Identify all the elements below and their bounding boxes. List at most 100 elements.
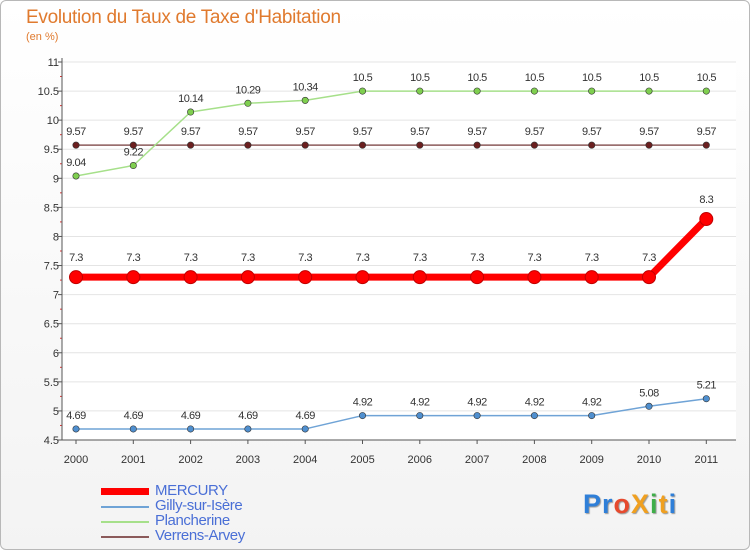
data-point	[187, 108, 195, 116]
data-point	[702, 395, 710, 403]
logo-letter: i	[668, 489, 678, 519]
data-label: 7.3	[356, 252, 370, 264]
data-point	[645, 87, 653, 95]
data-point	[702, 141, 710, 149]
series-mercury: 7.3 7.3 7.3 7.3 7.3 7.3 7.3 7.3 7.3 7.3 7.3 8.3	[69, 194, 714, 285]
data-point	[530, 412, 538, 420]
data-label: 10.5	[467, 72, 487, 84]
data-label: 9.57	[639, 126, 659, 138]
x-tick-label: 2008	[522, 454, 546, 466]
y-tick-label: 8.5	[44, 202, 59, 214]
data-point	[298, 270, 313, 285]
data-label: 4.92	[353, 397, 373, 409]
data-point	[129, 141, 137, 149]
data-label: 7.3	[642, 252, 656, 264]
data-label: 9.57	[181, 126, 201, 138]
data-label: 4.69	[66, 410, 86, 422]
data-point	[187, 141, 195, 149]
data-label: 9.04	[66, 157, 86, 169]
x-tick-label: 2003	[236, 454, 260, 466]
series-line	[76, 397, 707, 430]
logo-letter: r	[602, 489, 614, 519]
legend-label: Gilly-sur-Isère	[155, 497, 243, 514]
logo-letter: o	[613, 489, 632, 519]
y-tick-label: 10	[47, 115, 59, 127]
data-point	[240, 270, 255, 285]
x-tick-label: 2010	[637, 454, 661, 466]
data-label: 4.69	[124, 410, 144, 422]
data-label: 7.3	[298, 252, 312, 264]
y-tick-label: 7	[53, 290, 59, 302]
data-point	[584, 270, 599, 285]
logo-letter: t	[658, 489, 669, 519]
data-label: 9.57	[238, 126, 258, 138]
data-label: 4.69	[238, 410, 258, 422]
data-point	[126, 270, 141, 285]
x-tick-label: 2002	[178, 454, 202, 466]
data-point	[588, 87, 596, 95]
data-label: 10.5	[582, 72, 602, 84]
series-line	[75, 90, 707, 177]
data-point	[473, 141, 481, 149]
x-tick-label: 2004	[293, 454, 317, 466]
data-point	[588, 412, 596, 420]
data-point	[412, 270, 427, 285]
data-point	[588, 141, 596, 149]
y-tick-label: 9	[53, 173, 59, 185]
data-label: 7.3	[126, 252, 140, 264]
x-tick-label: 2005	[350, 454, 374, 466]
data-point	[72, 425, 80, 433]
data-point	[416, 141, 424, 149]
data-point	[699, 212, 714, 227]
data-point	[301, 96, 309, 104]
data-label: 10.5	[639, 72, 659, 84]
data-label: 4.69	[295, 410, 315, 422]
data-point	[244, 99, 252, 107]
legend-swatch	[101, 536, 149, 538]
data-label: 9.22	[124, 147, 144, 159]
line-chart: 4.5 5 5.5 6 6.5 7 7.5 8 8.5 9 9.5 10 10.5 11 2000 2001 2…	[38, 57, 736, 466]
data-label: 7.3	[184, 252, 198, 264]
data-point	[358, 87, 366, 95]
data-point	[129, 425, 137, 433]
plot-area	[62, 62, 736, 440]
data-label: 5.21	[697, 380, 717, 392]
y-tick-label: 5	[53, 406, 59, 418]
data-label: 9.57	[66, 126, 86, 138]
data-label: 4.92	[410, 397, 430, 409]
data-point	[301, 425, 309, 433]
proxiti-logo: ProXiti	[583, 489, 677, 520]
data-label: 10.29	[235, 84, 260, 96]
data-point	[470, 270, 485, 285]
data-point	[416, 87, 424, 95]
data-point	[416, 412, 424, 420]
data-label: 10.5	[410, 72, 430, 84]
y-tick-label: 9.5	[44, 144, 59, 156]
data-point	[358, 141, 366, 149]
y-tick-label: 11	[48, 57, 59, 69]
data-point	[530, 87, 538, 95]
legend-label: MERCURY	[155, 482, 228, 499]
data-label: 7.3	[585, 252, 599, 264]
data-label: 4.69	[181, 410, 201, 422]
x-tick-label: 2007	[465, 454, 489, 466]
legend-swatch	[101, 488, 149, 495]
data-label: 10.5	[697, 72, 717, 84]
data-point	[530, 141, 538, 149]
y-tick-label: 6.5	[44, 319, 59, 331]
data-label: 7.3	[241, 252, 255, 264]
series-plancherine: 9.04 9.22 10.14 10.29 10.34 10.5 10.5 10.5 10.5 1…	[66, 72, 717, 180]
data-label: 10.5	[353, 72, 373, 84]
data-point	[473, 412, 481, 420]
data-label: 9.57	[697, 126, 717, 138]
y-tick-label: 6	[53, 348, 59, 360]
data-point	[72, 172, 80, 180]
data-point	[645, 402, 653, 410]
data-label: 10.34	[293, 81, 318, 93]
data-point	[244, 141, 252, 149]
x-tick-label: 2011	[694, 454, 718, 466]
data-label: 9.57	[582, 126, 602, 138]
data-label: 10.5	[525, 72, 545, 84]
data-label: 9.57	[467, 126, 487, 138]
